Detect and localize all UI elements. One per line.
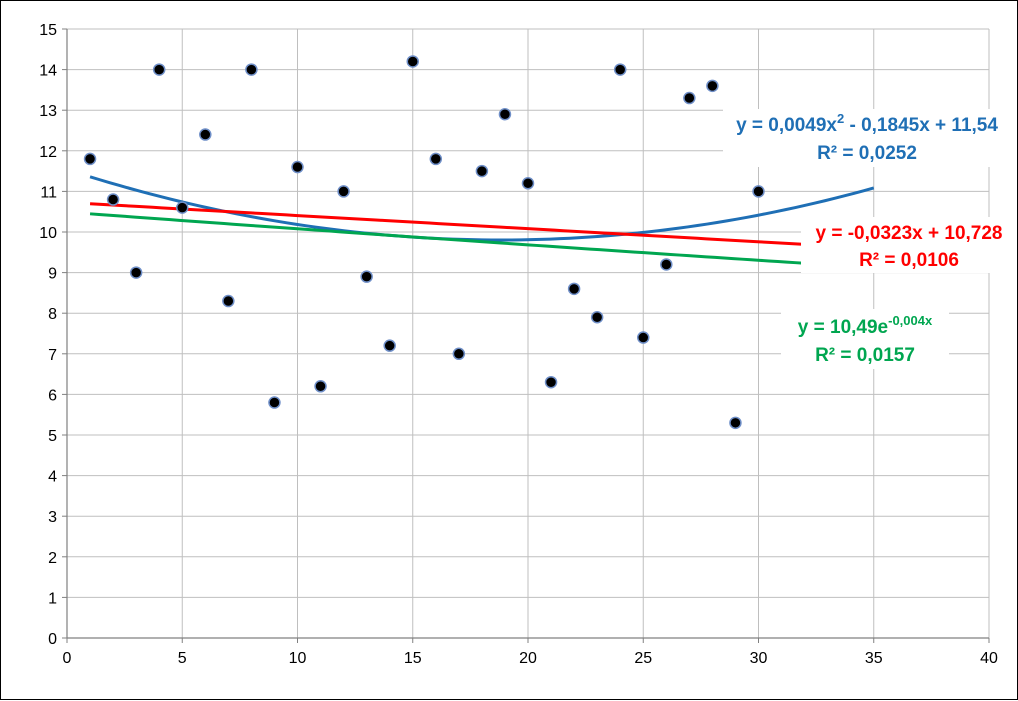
exponential-trendline — [89, 212, 805, 265]
y-tick-label: 11 — [40, 184, 57, 201]
equation-labels: y = 0,0049x2 - 0,1845x + 11,54 R² = 0,02… — [723, 109, 1015, 369]
exp-equation: y = 10,49e-0,004x — [798, 313, 933, 338]
data-point — [752, 185, 765, 198]
data-point — [590, 311, 604, 324]
data-point — [291, 160, 304, 174]
data-point — [475, 164, 489, 178]
data-point — [521, 177, 535, 190]
y-tick-label: 10 — [39, 225, 57, 242]
data-point — [245, 63, 258, 76]
linear-trendline — [89, 202, 805, 246]
data-point — [199, 128, 212, 141]
linear-label-box — [801, 217, 1015, 273]
y-tick-label: 0 — [48, 631, 57, 648]
trendlines — [89, 175, 875, 265]
x-tick-label: 10 — [289, 650, 307, 667]
data-point — [452, 347, 466, 361]
y-tick-label: 14 — [39, 63, 57, 80]
x-tick-label: 20 — [519, 650, 537, 667]
y-tick-label: 6 — [48, 387, 57, 404]
data-point — [337, 185, 350, 198]
data-point — [683, 91, 696, 105]
x-tick-label: 30 — [750, 650, 768, 667]
x-tick-label: 25 — [634, 650, 652, 667]
y-tick-label: 13 — [39, 103, 57, 120]
poly-equation: y = 0,0049x2 - 0,1845x + 11,54 — [736, 111, 998, 136]
data-point — [152, 63, 166, 76]
y-tick-label: 7 — [48, 347, 57, 364]
data-point — [383, 339, 396, 352]
y-tick-label: 5 — [48, 428, 57, 445]
x-tick-label: 0 — [63, 650, 72, 667]
data-point — [406, 55, 419, 68]
data-point — [567, 282, 581, 296]
x-tick-label: 15 — [404, 650, 422, 667]
x-tick-label: 40 — [980, 650, 998, 667]
data-point — [498, 108, 512, 121]
y-tick-label: 12 — [39, 144, 57, 161]
data-points — [83, 55, 765, 430]
data-point — [660, 258, 673, 271]
data-point — [83, 152, 97, 166]
exp-r2: R² = 0,0157 — [815, 345, 915, 366]
y-tick-label: 8 — [48, 306, 57, 323]
linear-r2: R² = 0,0106 — [859, 250, 959, 271]
data-point — [176, 201, 189, 214]
data-point — [129, 266, 143, 279]
data-point — [729, 416, 742, 430]
linear-equation: y = -0,0323x + 10,728 — [816, 223, 1003, 244]
y-tick-label: 15 — [39, 22, 57, 39]
data-point — [544, 375, 558, 389]
y-tick-label: 4 — [48, 469, 57, 486]
data-point — [314, 380, 327, 393]
y-tick-label: 1 — [48, 590, 57, 607]
data-point — [222, 294, 235, 308]
poly-r2: R² = 0,0252 — [817, 143, 917, 164]
x-tick-label: 5 — [178, 650, 187, 667]
y-tick-label: 3 — [48, 509, 57, 526]
y-tick-label: 9 — [48, 266, 57, 283]
poly-label-box — [723, 109, 1013, 167]
exp-label-box — [781, 309, 949, 369]
x-tick-label: 35 — [865, 650, 883, 667]
data-point — [106, 193, 120, 206]
data-point — [268, 396, 281, 409]
data-point — [637, 331, 650, 344]
data-point — [429, 152, 443, 166]
data-point — [360, 270, 373, 283]
data-point — [613, 63, 627, 76]
data-point — [706, 79, 719, 93]
y-tick-label: 2 — [48, 550, 57, 567]
